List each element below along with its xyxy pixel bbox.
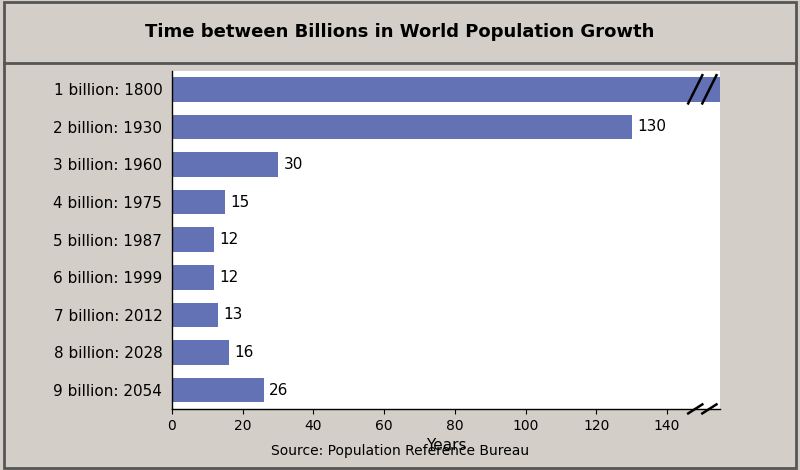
Text: Time between Billions in World Population Growth: Time between Billions in World Populatio…: [146, 23, 654, 41]
Text: 16: 16: [234, 345, 254, 360]
Text: 12: 12: [220, 270, 239, 285]
Bar: [172, 265, 214, 290]
Text: 130: 130: [637, 119, 666, 134]
Bar: [172, 190, 225, 214]
Bar: [172, 77, 738, 102]
Bar: [172, 378, 264, 402]
Bar: [172, 152, 278, 177]
Bar: [172, 340, 229, 365]
Text: 12: 12: [220, 232, 239, 247]
Text: 26: 26: [270, 383, 289, 398]
Text: 30: 30: [283, 157, 302, 172]
Bar: [172, 227, 214, 252]
Text: 13: 13: [223, 307, 242, 322]
Text: Source: Population Reference Bureau: Source: Population Reference Bureau: [271, 444, 529, 458]
Bar: [172, 303, 218, 327]
Text: 15: 15: [230, 195, 250, 210]
Bar: [172, 115, 632, 139]
X-axis label: Years: Years: [426, 438, 466, 453]
